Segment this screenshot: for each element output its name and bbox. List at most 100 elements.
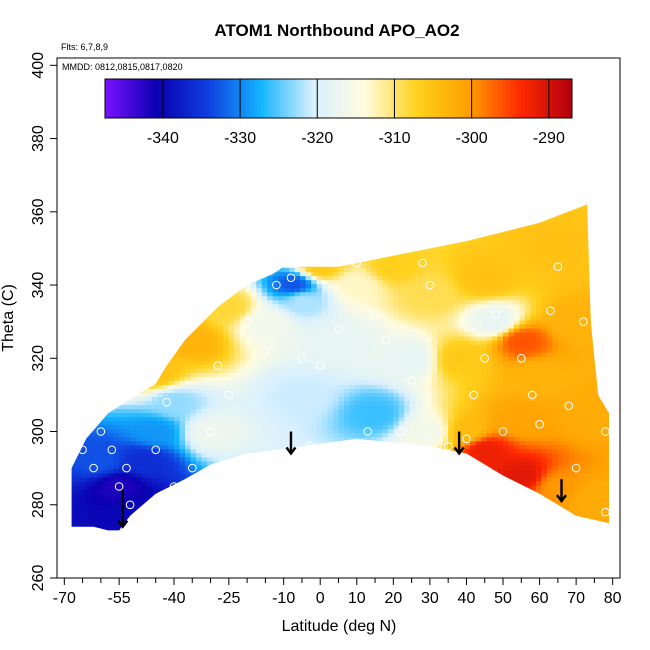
heat-cell bbox=[91, 287, 98, 293]
heat-cell bbox=[228, 388, 235, 393]
heat-cell bbox=[234, 291, 241, 297]
heat-cell bbox=[228, 204, 235, 208]
heat-cell bbox=[108, 509, 115, 514]
heat-cell bbox=[283, 327, 290, 333]
heat-cell bbox=[289, 412, 296, 418]
heat-cell bbox=[256, 464, 263, 470]
heat-cell bbox=[71, 331, 76, 337]
heat-cell bbox=[245, 251, 252, 257]
heat-cell bbox=[223, 400, 230, 406]
heat-cell bbox=[316, 472, 323, 478]
heat-cell bbox=[201, 211, 208, 216]
heat-cell bbox=[86, 384, 93, 389]
heat-cell bbox=[234, 424, 241, 430]
heat-cell bbox=[168, 517, 175, 522]
heat-cell bbox=[201, 291, 208, 297]
heat-cell bbox=[256, 436, 263, 442]
heat-cell bbox=[212, 464, 219, 470]
heat-cell bbox=[239, 255, 246, 261]
heat-cell bbox=[327, 436, 334, 442]
heat-cell bbox=[316, 400, 323, 406]
heat-cell bbox=[327, 412, 334, 418]
heat-cell bbox=[163, 464, 170, 470]
heat-cell bbox=[300, 380, 307, 385]
heat-cell bbox=[97, 211, 104, 216]
heat-cell bbox=[185, 432, 192, 438]
heat-cell bbox=[174, 271, 181, 277]
heat-cell bbox=[289, 311, 296, 317]
heat-cell bbox=[185, 521, 192, 526]
heat-cell bbox=[75, 259, 82, 265]
heat-cell bbox=[86, 533, 92, 538]
heat-cell bbox=[360, 384, 367, 389]
heat-cell bbox=[283, 303, 290, 309]
heat-cell bbox=[234, 263, 241, 269]
heat-cell bbox=[135, 400, 142, 406]
heat-cell bbox=[376, 432, 383, 438]
heat-cell bbox=[311, 211, 318, 216]
heat-cell bbox=[333, 444, 340, 450]
heat-cell bbox=[272, 319, 279, 325]
heat-cell bbox=[278, 231, 285, 236]
heat-cell bbox=[316, 331, 323, 337]
heat-cell bbox=[250, 376, 257, 381]
heat-cell bbox=[355, 408, 362, 414]
heat-cell bbox=[206, 275, 213, 281]
heat-cell bbox=[322, 388, 329, 393]
heat-cell bbox=[245, 472, 252, 478]
heat-cell bbox=[371, 275, 378, 281]
heat-cell bbox=[261, 368, 268, 373]
heat-cell bbox=[141, 400, 148, 406]
heat-cell bbox=[135, 416, 142, 422]
heat-cell bbox=[157, 340, 164, 345]
heat-cell bbox=[322, 207, 329, 212]
heat-cell bbox=[179, 464, 186, 470]
heat-cell bbox=[190, 513, 197, 518]
heat-cell bbox=[360, 335, 367, 341]
heat-cell bbox=[338, 476, 345, 482]
heat-cell bbox=[234, 271, 241, 277]
heat-cell bbox=[294, 247, 301, 252]
heat-cell bbox=[71, 372, 76, 377]
heat-cell bbox=[206, 251, 213, 257]
heat-cell bbox=[157, 460, 164, 466]
heat-cell bbox=[212, 509, 219, 514]
heat-cell bbox=[174, 356, 181, 361]
heat-cell bbox=[75, 223, 82, 228]
heat-cell bbox=[141, 456, 148, 462]
heat-cell bbox=[376, 388, 383, 393]
heat-cell bbox=[217, 501, 224, 506]
heat-cell bbox=[327, 279, 334, 285]
heat-cell bbox=[256, 356, 263, 361]
heat-cell bbox=[294, 521, 301, 526]
heat-cell bbox=[250, 204, 257, 208]
heat-cell bbox=[141, 412, 148, 418]
heat-cell bbox=[130, 227, 137, 232]
heat-cell bbox=[360, 436, 367, 442]
heat-cell bbox=[91, 529, 98, 531]
heat-cell bbox=[278, 340, 285, 345]
heat-cell bbox=[228, 404, 235, 410]
heat-cell bbox=[267, 497, 274, 502]
heat-cell bbox=[322, 315, 329, 321]
heat-cell bbox=[179, 392, 186, 397]
heat-cell bbox=[284, 537, 290, 542]
heat-cell bbox=[311, 352, 318, 357]
heat-cell bbox=[135, 489, 142, 494]
heat-cell bbox=[322, 219, 329, 224]
heat-cell bbox=[322, 432, 329, 438]
heat-cell bbox=[185, 448, 192, 454]
heat-cell bbox=[278, 388, 285, 393]
heat-cell bbox=[355, 529, 362, 531]
heat-cell bbox=[163, 376, 170, 381]
heat-cell bbox=[344, 529, 351, 531]
heat-cell bbox=[174, 404, 181, 410]
heat-cell bbox=[355, 412, 362, 418]
heat-cell bbox=[141, 368, 148, 373]
heat-cell bbox=[256, 485, 263, 490]
heat-cell bbox=[239, 364, 246, 369]
heat-cell bbox=[71, 408, 76, 414]
heat-cell bbox=[239, 307, 246, 313]
heat-cell bbox=[86, 460, 93, 466]
heat-cell bbox=[212, 335, 219, 341]
